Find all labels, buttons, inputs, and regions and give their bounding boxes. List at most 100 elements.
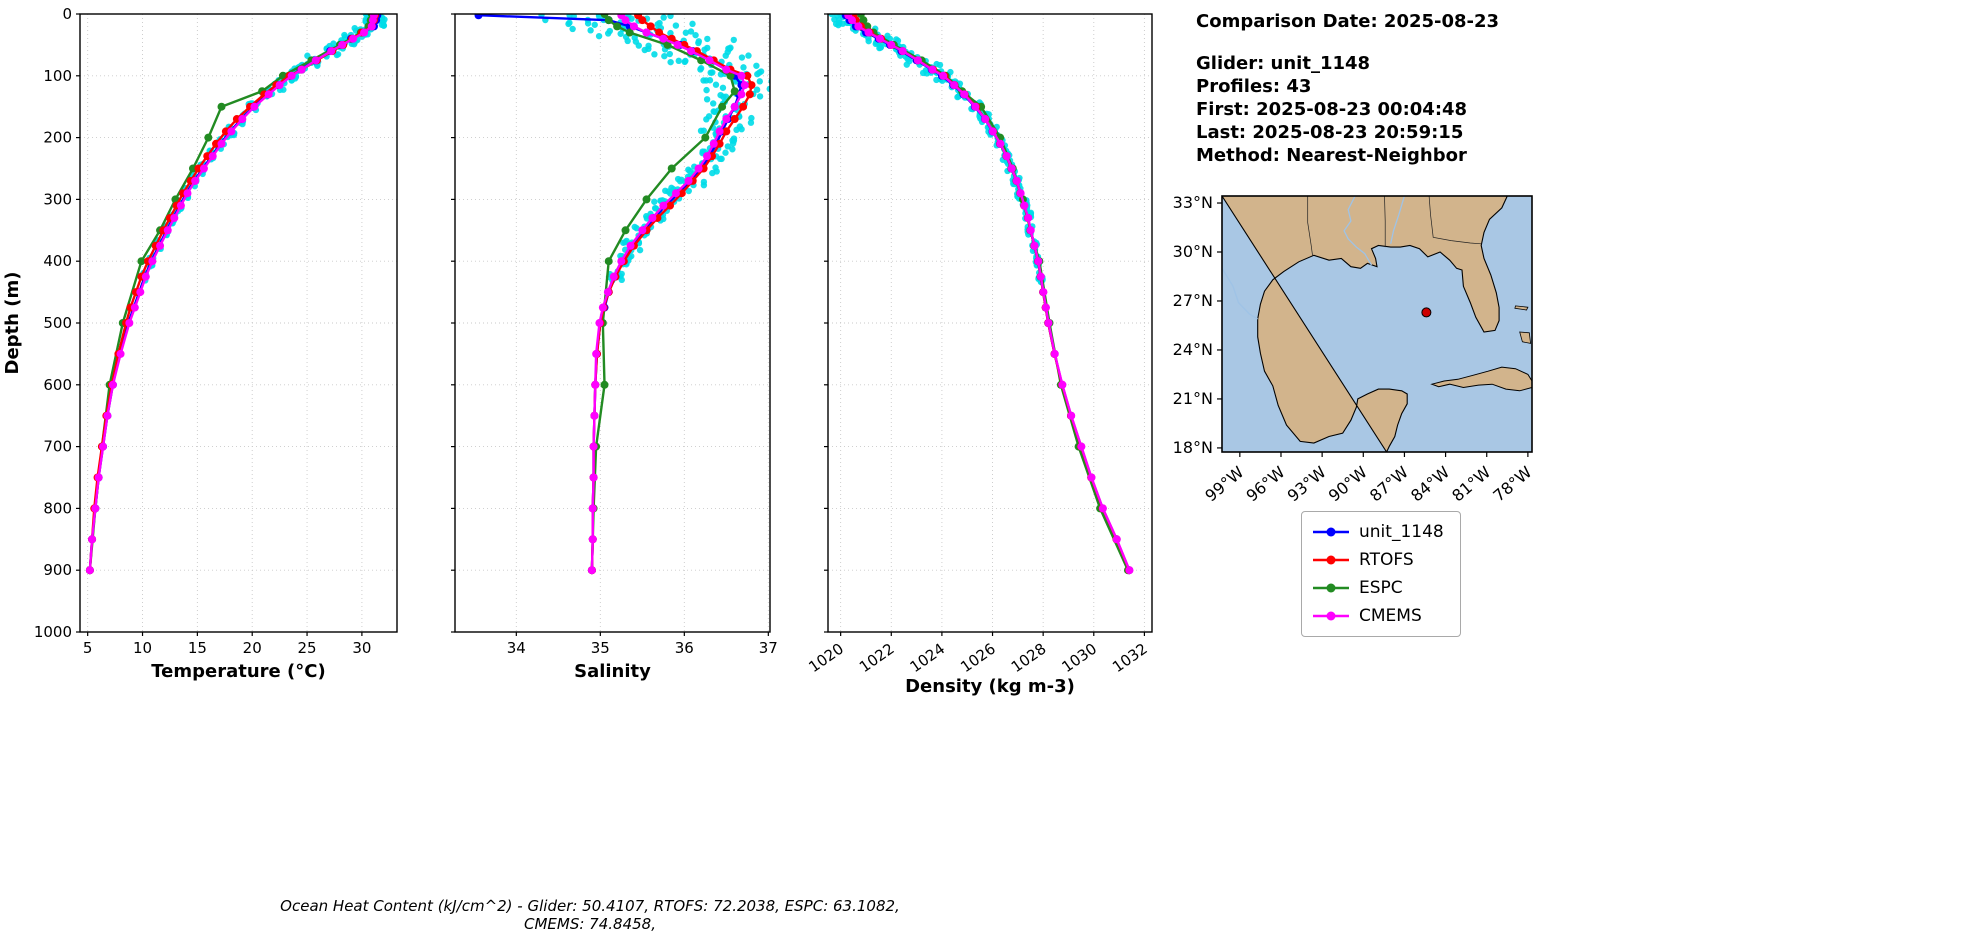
axis-ticks [451,13,769,636]
series-ESPC-density [856,14,1132,575]
salinity-profile-chart: 34 35 36 37 Salinity [451,13,778,682]
map-state-border [1307,196,1313,256]
legend-label: ESPC [1359,578,1403,598]
svg-text:36: 36 [675,639,694,657]
legend-marker-icon [1313,611,1349,621]
svg-text:400: 400 [43,252,72,270]
svg-text:37: 37 [759,639,778,657]
depth-axis-label: Depth (m) [2,272,23,375]
svg-text:500: 500 [43,314,72,332]
svg-text:1028: 1028 [1008,640,1050,677]
method-line: Method: Nearest-Neighbor [1196,145,1467,166]
legend-label: unit_1148 [1359,522,1444,542]
comparison-date: Comparison Date: 2025-08-23 [1196,11,1500,32]
svg-text:0: 0 [62,5,72,23]
legend-item-unit_1148: unit_1148 [1312,522,1444,542]
series-RTOFS-density [849,14,1134,575]
legend-marker-icon [1313,555,1349,565]
map-land-grand-bahama [1514,305,1529,311]
map-lat-tick-label: 18°N [1173,438,1213,457]
legend-item-CMEMS: CMEMS [1312,606,1444,626]
svg-text:30: 30 [352,639,371,657]
svg-text:200: 200 [43,129,72,147]
svg-text:700: 700 [43,438,72,456]
map-lat-tick-label: 24°N [1173,340,1213,359]
legend-marker-icon [1313,583,1349,593]
axis-tick-labels: 1020 1022 1024 1026 1028 1030 1032 [805,640,1150,677]
glider-profiles-scatter [538,14,770,284]
svg-text:600: 600 [43,376,72,394]
ocean-heat-content-caption: Ocean Heat Content (kJ/cm^2) - Glider: 5… [280,897,900,933]
map-lat-tick-label: 21°N [1173,389,1213,408]
map-lon-tick-label: 81°W [1448,462,1494,505]
map-river [1343,196,1373,266]
legend-item-RTOFS: RTOFS [1312,550,1444,570]
temperature-axis-label: Temperature (°C) [151,661,325,682]
svg-text:1024: 1024 [907,640,949,677]
map-land-cuba [1430,366,1532,392]
legend-label: RTOFS [1359,550,1414,570]
map-canvas [1222,196,1532,452]
legend: unit_1148 RTOFS ESPC CMEMS [1301,511,1461,637]
map-land-bahamas [1519,331,1532,344]
map-lon-tick-label: 93°W [1284,462,1330,505]
series-unit_1148-temperature [85,14,382,575]
svg-text:1020: 1020 [805,640,847,677]
map-lat-tick-label: 30°N [1173,242,1213,261]
svg-text:1030: 1030 [1058,640,1100,677]
svg-text:34: 34 [507,639,526,657]
axis-tick-labels: 34 35 36 37 [507,639,778,657]
map-lon-tick-label: 96°W [1242,462,1288,505]
series-RTOFS-temperature [85,14,380,575]
density-axis-label: Density (kg m-3) [905,676,1075,697]
first-time-line: First: 2025-08-23 00:04:48 [1196,99,1468,120]
legend-marker-icon [1313,527,1349,537]
grid [828,13,1152,633]
svg-text:900: 900 [43,561,72,579]
svg-text:1022: 1022 [856,640,898,677]
map-lat-tick-label: 33°N [1173,193,1213,212]
temperature-profile-chart: 5 10 15 20 25 3001002003004005006007008009001… [2,5,398,682]
map-river [1390,196,1406,244]
axis-tick-labels: 5 10 15 20 25 3001002003004005006007008009001… [34,5,372,657]
map-state-border [1428,196,1482,245]
info-panel: Comparison Date: 2025-08-23 Glider: unit… [1196,10,1499,167]
svg-text:5: 5 [83,639,93,657]
info-gap [1196,33,1499,52]
map-lon-tick-label: 87°W [1366,462,1412,505]
axis-ticks [824,13,1146,636]
svg-text:20: 20 [243,639,262,657]
map-lat-tick-label: 27°N [1173,291,1213,310]
profiles-count-line: Profiles: 43 [1196,76,1312,97]
axis-ticks [76,13,363,636]
salinity-axis-label: Salinity [574,661,651,682]
svg-text:800: 800 [43,499,72,517]
map-state-border [1384,196,1386,248]
series-CMEMS-salinity [587,14,749,575]
svg-text:100: 100 [43,67,72,85]
map-river [1222,267,1259,320]
map-land-north-america [1222,196,1508,452]
svg-text:1032: 1032 [1109,640,1151,677]
svg-text:1026: 1026 [957,640,999,677]
svg-text:300: 300 [43,190,72,208]
legend-item-ESPC: ESPC [1312,578,1444,598]
map-lon-tick-label: 84°W [1407,462,1453,505]
map-lon-tick-label: 78°W [1489,462,1535,505]
glider-name-line: Glider: unit_1148 [1196,53,1371,74]
svg-text:10: 10 [133,639,152,657]
map-ticks [1217,202,1529,457]
series-CMEMS-density [844,14,1134,575]
series-CMEMS-temperature [85,14,378,575]
svg-text:25: 25 [298,639,317,657]
legend-label: CMEMS [1359,606,1422,626]
gulf-of-mexico-map: 33°N 30°N 27°N 24°N 21°N 18°N 99°W96°W93°W90°W… [1173,193,1536,505]
svg-text:1000: 1000 [34,623,72,641]
last-time-line: Last: 2025-08-23 20:59:15 [1196,122,1464,143]
svg-text:15: 15 [188,639,207,657]
glider-location-marker [1421,307,1432,318]
series-ESPC-temperature [85,14,376,575]
